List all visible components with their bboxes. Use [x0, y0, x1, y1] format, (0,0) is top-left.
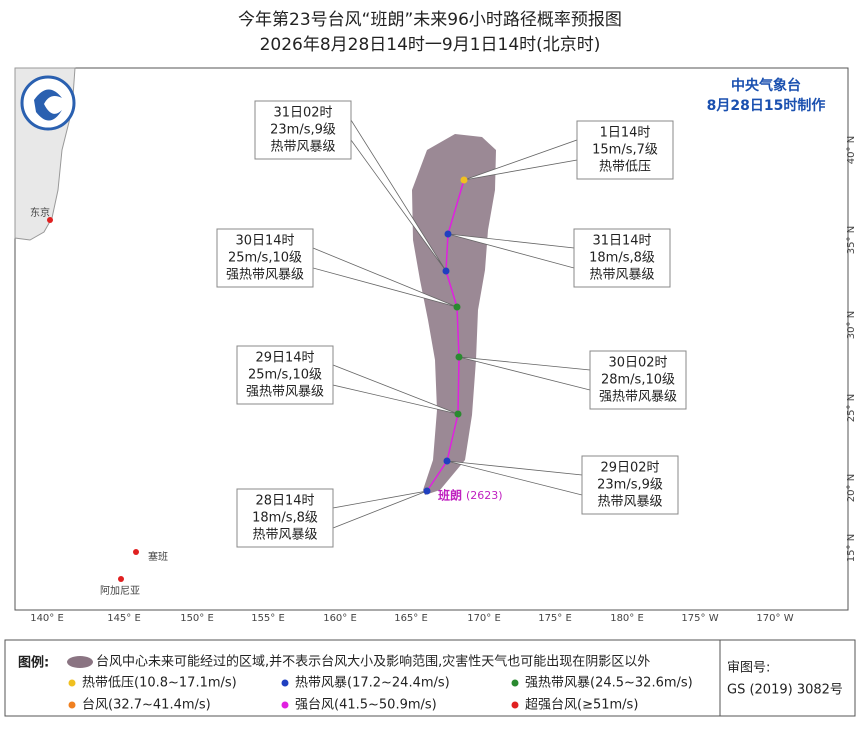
- legend-dot: [281, 679, 289, 687]
- callout-level: 热带低压: [599, 160, 651, 175]
- place-label: 东京: [30, 206, 50, 219]
- callout-time: 30日02时: [608, 356, 667, 371]
- y-tick-label: 20° N: [846, 474, 857, 502]
- callout-time: 29日14时: [255, 351, 314, 366]
- callout-box: [236, 488, 334, 548]
- callout-level: 强热带风暴级: [599, 390, 677, 405]
- place-dot: [118, 576, 124, 582]
- x-tick-label: 160° E: [323, 613, 357, 624]
- callout-box: [254, 100, 352, 160]
- legend-label: 超强台风(≥51m/s): [525, 698, 638, 713]
- callout-level: 强热带风暴级: [226, 268, 304, 283]
- x-tick-label: 150° E: [180, 613, 214, 624]
- x-tick-label: 170° W: [756, 613, 793, 624]
- title: 今年第23号台风“班朗”未来96小时路径概率预报图: [238, 10, 622, 30]
- y-tick-label: 15° N: [846, 534, 857, 562]
- place-dot: [47, 217, 53, 223]
- legend-cone-swatch: [67, 656, 93, 668]
- legend-label: 热带风暴(17.2~24.4m/s): [295, 676, 450, 691]
- callout-box: [581, 455, 679, 515]
- callout-level: 热带风暴级: [589, 268, 654, 283]
- legend-label: 强台风(41.5~50.9m/s): [295, 698, 437, 713]
- legend-dot: [511, 679, 519, 687]
- callout-wind: 23m/s,9级: [270, 123, 336, 138]
- x-tick-label: 170° E: [467, 613, 501, 624]
- callout-time: 29日02时: [600, 461, 659, 476]
- y-tick-label: 35° N: [846, 226, 857, 254]
- track-point: [443, 457, 451, 465]
- callout-time: 1日14时: [600, 126, 651, 141]
- callout-level: 强热带风暴级: [246, 385, 324, 400]
- approval-label: 审图号:: [727, 661, 770, 676]
- agency: 中央气象台: [731, 77, 801, 94]
- legend-title: 图例:: [18, 655, 49, 671]
- x-tick-label: 165° E: [394, 613, 428, 624]
- callout-time: 30日14时: [235, 234, 294, 249]
- legend-dot: [281, 701, 289, 709]
- callout-time: 31日14时: [592, 234, 651, 249]
- x-tick-label: 175° E: [538, 613, 572, 624]
- callout-box: [236, 345, 334, 405]
- callout-wind: 28m/s,10级: [601, 373, 675, 388]
- logo: [20, 75, 76, 131]
- callout-level: 热带风暴级: [270, 140, 335, 155]
- track-point: [453, 303, 461, 311]
- callout-box: [573, 228, 671, 288]
- legend-label: 台风(32.7~41.4m/s): [82, 698, 211, 713]
- legend-dot: [68, 679, 76, 687]
- legend-dot: [68, 701, 76, 709]
- track-point: [460, 176, 468, 184]
- callout-box: [576, 120, 674, 180]
- callout-wind: 18m/s,8级: [589, 251, 655, 266]
- typhoon-id: (2623): [466, 489, 503, 502]
- x-tick-label: 180° E: [610, 613, 644, 624]
- probability-cone: [412, 134, 496, 495]
- subtitle: 2026年8月28日14时一9月1日14时(北京时): [260, 35, 601, 55]
- callout-level: 热带风暴级: [252, 528, 317, 543]
- typhoon-name: 班朗: [438, 488, 462, 503]
- x-tick-label: 175° W: [681, 613, 718, 624]
- x-tick-label: 145° E: [107, 613, 141, 624]
- track-point: [442, 267, 450, 275]
- legend-cone: 台风中心未来可能经过的区域,并不表示台风大小及影响范围,灾害性天气也可能出现在阴…: [96, 654, 650, 670]
- callout-wind: 18m/s,8级: [252, 511, 318, 526]
- place-dot: [133, 549, 139, 555]
- callout-time: 31日02时: [273, 106, 332, 121]
- approval-number: GS (2019) 3082号: [727, 683, 843, 698]
- track-point: [423, 487, 431, 495]
- track: [426, 179, 465, 492]
- x-tick-label: 140° E: [30, 613, 64, 624]
- callout-wind: 25m/s,10级: [228, 251, 302, 266]
- place-label: 阿加尼亚: [100, 585, 140, 597]
- callout-box: [589, 350, 687, 410]
- place-label: 塞班: [148, 550, 168, 563]
- track-point: [455, 353, 463, 361]
- x-tick-label: 155° E: [251, 613, 285, 624]
- logo-mark: [34, 89, 62, 121]
- callout-wind: 25m/s,10级: [248, 368, 322, 383]
- callout-box: [216, 228, 314, 288]
- callout-wind: 15m/s,7级: [592, 143, 658, 158]
- y-tick-label: 40° N: [846, 136, 857, 164]
- callout-time: 28日14时: [255, 494, 314, 509]
- legend-label: 热带低压(10.8~17.1m/s): [82, 676, 237, 691]
- legend-label: 强热带风暴(24.5~32.6m/s): [525, 676, 693, 691]
- callout-wind: 23m/s,9级: [597, 478, 663, 493]
- track-point: [454, 410, 462, 418]
- callout-level: 热带风暴级: [597, 495, 662, 510]
- y-tick-label: 25° N: [846, 394, 857, 422]
- track-point: [444, 230, 452, 238]
- legend-box: [4, 639, 856, 717]
- issued: 8月28日15时制作: [707, 97, 826, 114]
- legend-dot: [511, 701, 519, 709]
- y-tick-label: 30° N: [846, 311, 857, 339]
